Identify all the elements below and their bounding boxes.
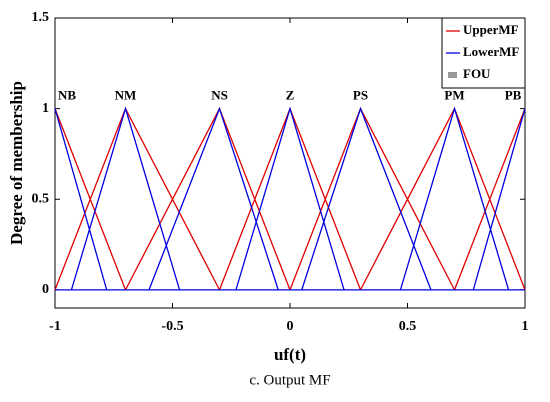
x-axis-label: uf(t) bbox=[274, 345, 306, 364]
x-tick-label: 0.5 bbox=[399, 319, 417, 334]
y-tick-label: 1 bbox=[42, 101, 49, 116]
annotation: PM bbox=[444, 88, 464, 103]
y-tick-label: 0.5 bbox=[32, 191, 50, 206]
series-line bbox=[54, 106, 526, 291]
annotation: NS bbox=[211, 88, 228, 103]
y-axis-label: Degree of membership bbox=[7, 81, 26, 245]
x-tick-label: 0 bbox=[287, 319, 294, 334]
x-tick-label: -0.5 bbox=[161, 319, 183, 334]
annotation: NB bbox=[58, 88, 76, 103]
y-tick-label: 0 bbox=[42, 282, 49, 297]
legend-label: FOU bbox=[463, 66, 491, 81]
legend-swatch bbox=[448, 72, 457, 78]
annotation: PS bbox=[353, 88, 368, 103]
x-tick-label: 1 bbox=[522, 319, 529, 334]
legend-label: LowerMF bbox=[463, 44, 519, 59]
series-line bbox=[54, 106, 526, 291]
annotation: PB bbox=[505, 88, 522, 103]
annotation: NM bbox=[115, 88, 137, 103]
annotation: Z bbox=[286, 88, 295, 103]
legend-label: UpperMF bbox=[463, 22, 519, 37]
caption: c. Output MF bbox=[249, 372, 330, 388]
x-tick-label: -1 bbox=[49, 319, 61, 334]
y-tick-label: 1.5 bbox=[32, 10, 50, 25]
